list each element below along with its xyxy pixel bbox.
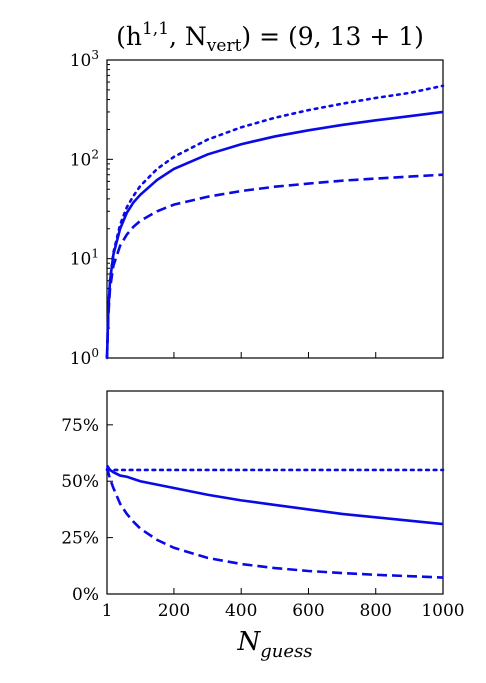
top-y-tick-label: 100 <box>70 346 99 369</box>
bottom-x-tick-label: 1000 <box>421 601 464 621</box>
top-y-tick-label: 102 <box>70 147 99 170</box>
bottom-x-tick-label: 400 <box>225 601 257 621</box>
bottom-panel-ticks: 0% 25% 50% 75% 1 200 400 600 800 1000 <box>61 416 464 621</box>
bottom-x-tick-label: 1 <box>102 601 113 621</box>
top-panel: 100 101 102 103 <box>70 48 445 369</box>
top-panel-frame <box>106 59 444 359</box>
bottom-panel-frame <box>106 390 444 595</box>
top-series-dotted <box>105 84 445 360</box>
bottom-x-tick-label: 800 <box>360 601 392 621</box>
bottom-y-tick-label: 25% <box>61 529 99 549</box>
bottom-series-solid <box>105 464 444 526</box>
bottom-x-tick-label: 600 <box>292 601 324 621</box>
top-panel-series <box>105 84 445 360</box>
bottom-y-tick-label: 75% <box>61 416 99 436</box>
top-series-dashed <box>105 173 444 359</box>
x-axis-label: Nguess <box>237 627 313 662</box>
bottom-x-tick-label: 200 <box>158 601 190 621</box>
bottom-y-tick-label: 0% <box>72 585 99 605</box>
bottom-panel: 0% 25% 50% 75% 1 200 400 600 800 1000 <box>61 390 465 621</box>
top-y-tick-label: 103 <box>70 48 99 71</box>
top-y-tick-label: 101 <box>70 247 99 270</box>
top-panel-ticks: 100 101 102 103 <box>70 48 444 369</box>
top-series-solid <box>105 110 444 359</box>
bottom-series-dashed <box>105 467 444 579</box>
bottom-y-tick-label: 50% <box>61 472 99 492</box>
bottom-panel-series <box>105 464 445 579</box>
chart-title: (h1,1, Nvert) = (9, 13 + 1) <box>116 19 424 56</box>
